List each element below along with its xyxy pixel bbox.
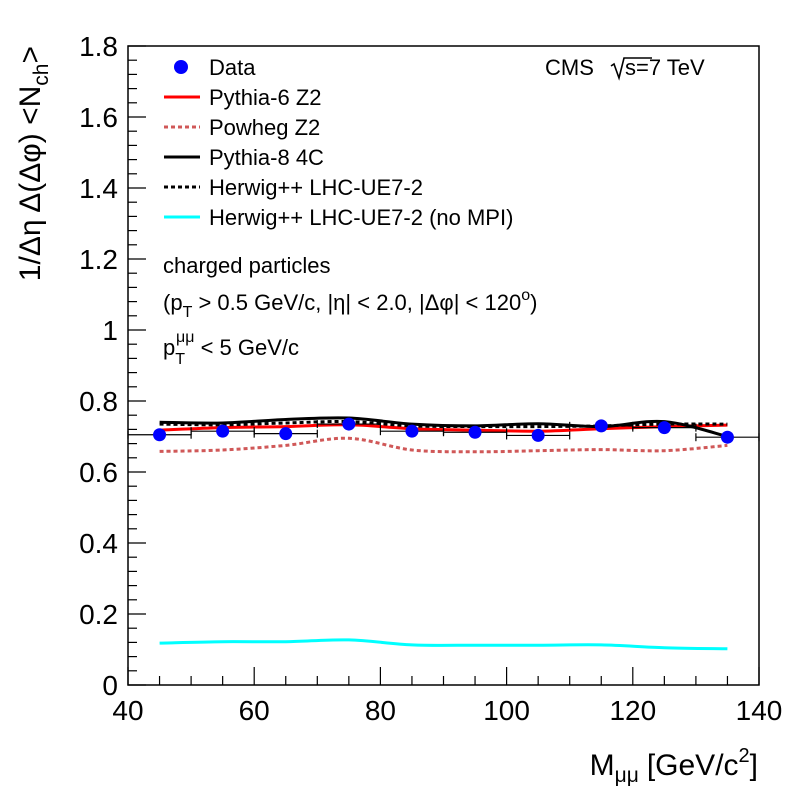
legend-label-pythia6: Pythia-6 Z2 xyxy=(209,85,322,110)
data-point xyxy=(531,428,545,442)
sqrt-symbol xyxy=(610,57,652,81)
data-point xyxy=(594,419,608,433)
x-tick-label: 80 xyxy=(365,695,396,726)
series-line-2 xyxy=(159,416,728,438)
y-tick-label: 0.8 xyxy=(79,386,118,417)
data-point xyxy=(279,427,293,441)
axis-tick-labels: 40 60 80 100 120 140 0 0.2 0.4 0.6 0.8 1 1.2 1.4 1.6 1.… xyxy=(79,31,782,726)
legend-label-data: Data xyxy=(209,55,256,80)
data-point xyxy=(720,430,734,444)
x-tick-label: 40 xyxy=(112,695,143,726)
y-tick-label: 1.4 xyxy=(79,173,118,204)
x-tick-label: 60 xyxy=(239,695,270,726)
y-tick-label: 0.6 xyxy=(79,457,118,488)
series-line-4 xyxy=(159,638,728,651)
experiment-label: CMS xyxy=(545,55,594,80)
y-axis-title: 1/Δη Δ(Δφ) <Nch> xyxy=(14,46,53,281)
data-point xyxy=(342,417,356,431)
y-tick-label: 0.2 xyxy=(79,599,118,630)
legend-label-herwig-nompi: Herwig++ LHC-UE7-2 (no MPI) xyxy=(209,205,513,230)
legend-label-herwig: Herwig++ LHC-UE7-2 xyxy=(209,175,423,200)
series-line-3 xyxy=(159,419,728,429)
series-line-1 xyxy=(159,436,728,454)
data-point xyxy=(468,425,482,439)
data-points xyxy=(127,417,760,444)
data-point xyxy=(153,428,167,442)
y-tick-label: 0 xyxy=(102,670,118,701)
legend: Data Pythia-6 Z2 Powheg Z2 Pythia-8 4C H… xyxy=(164,55,513,230)
y-tick-label: 1.6 xyxy=(79,102,118,133)
energy-label: s=7 TeV xyxy=(625,55,705,80)
x-axis-title: Mμμ [GeV/c2] xyxy=(590,745,758,787)
legend-label-powheg: Powheg Z2 xyxy=(209,115,320,140)
legend-label-pythia8: Pythia-8 4C xyxy=(209,145,324,170)
annotation-pt-mumu: pTμμ < 5 GeV/c xyxy=(163,329,299,368)
legend-swatch-data xyxy=(174,60,188,74)
y-tick-label: 0.4 xyxy=(79,528,118,559)
x-tick-label: 120 xyxy=(609,695,656,726)
data-point xyxy=(216,424,230,438)
axis-ticks xyxy=(127,45,760,686)
y-tick-label: 1.8 xyxy=(79,31,118,62)
data-point xyxy=(657,421,671,435)
annotation-cuts: (pT > 0.5 GeV/c, |η| < 2.0, |Δφ| < 120o) xyxy=(163,287,537,321)
y-tick-label: 1 xyxy=(102,315,118,346)
x-tick-label: 100 xyxy=(483,695,530,726)
x-tick-label: 140 xyxy=(736,695,783,726)
y-tick-label: 1.2 xyxy=(79,244,118,275)
data-point xyxy=(405,424,419,438)
annotation-charged-particles: charged particles xyxy=(163,253,331,278)
